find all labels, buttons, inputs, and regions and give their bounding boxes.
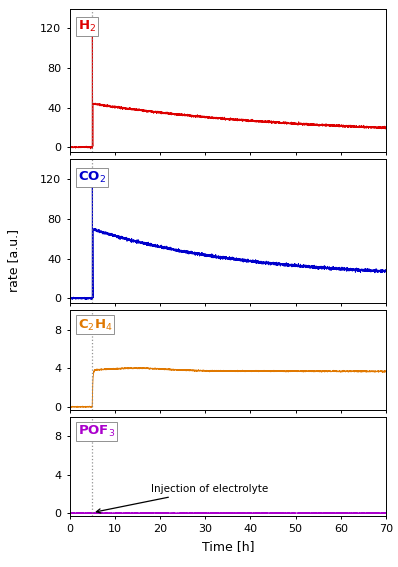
X-axis label: Time [h]: Time [h] [202,540,254,553]
Text: H$_2$: H$_2$ [78,19,96,33]
Text: POF$_3$: POF$_3$ [78,424,115,439]
Text: rate [a.u.]: rate [a.u.] [8,229,20,293]
Text: Injection of electrolyte: Injection of electrolyte [96,484,268,513]
Text: CO$_2$: CO$_2$ [78,170,105,185]
Text: C$_2$H$_4$: C$_2$H$_4$ [78,318,112,332]
